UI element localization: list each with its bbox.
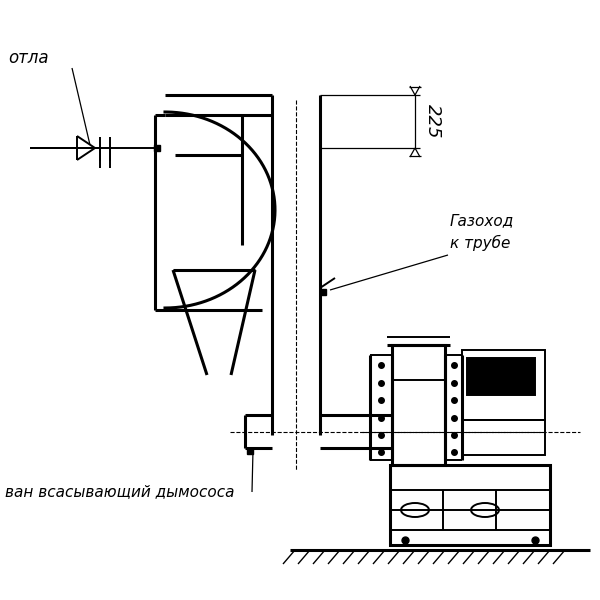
Text: ван всасывающий дымососа: ван всасывающий дымососа — [5, 485, 235, 499]
Text: отла: отла — [8, 49, 49, 67]
Bar — [467, 358, 535, 395]
Bar — [462, 350, 545, 420]
Bar — [462, 420, 545, 455]
Bar — [392, 345, 445, 465]
Text: 225: 225 — [424, 104, 442, 139]
Bar — [390, 465, 550, 545]
Text: Газоход
к трубе: Газоход к трубе — [450, 213, 514, 251]
